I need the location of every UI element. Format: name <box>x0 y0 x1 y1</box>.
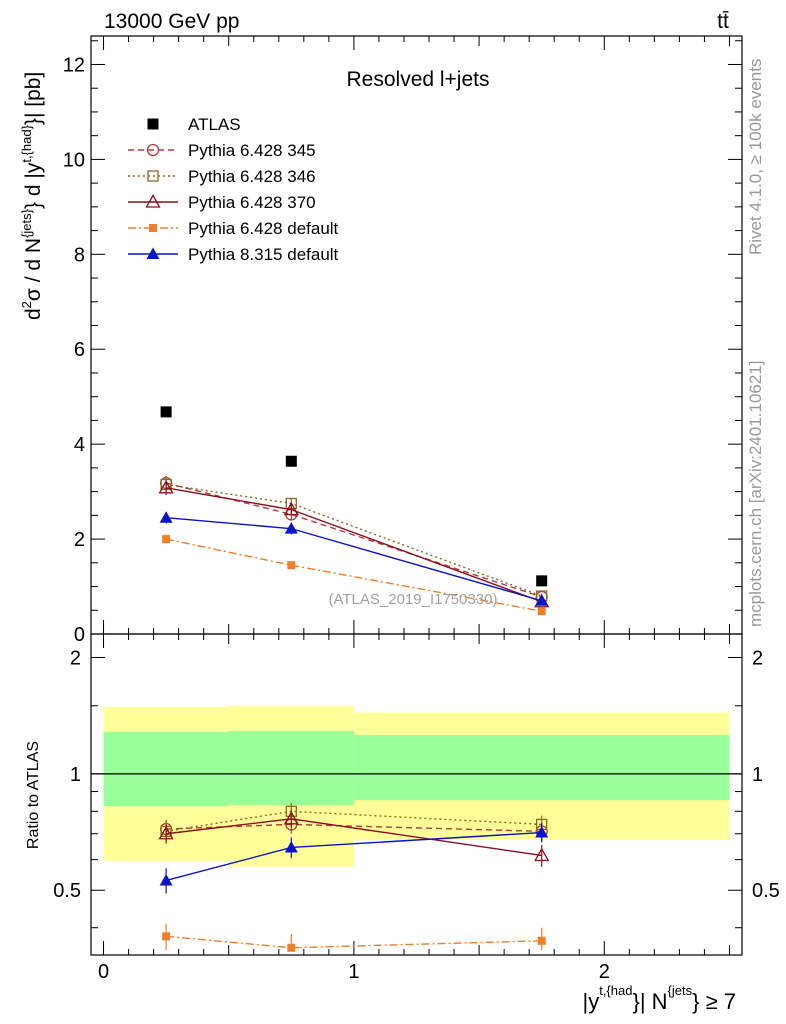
ylabel-part-sup-had: t,{had} <box>19 124 34 162</box>
data-point <box>283 501 299 516</box>
ratio-axis-ticks: 0.5 0.5 1 1 2 2 0 1 2 <box>53 634 780 983</box>
legend-label: Pythia 8.315 default <box>188 245 339 264</box>
series-pythia-6-428-370 <box>158 480 550 608</box>
ratio-data-point <box>283 811 299 825</box>
rivet-side-label: Rivet 4.1.0, ≥ 100k events <box>746 59 765 255</box>
main-axis-ticks: 0 2 4 6 8 10 12 <box>63 36 742 646</box>
legend-entry: Pythia 6.428 346 <box>128 167 316 186</box>
data-point <box>285 455 297 467</box>
xlabel-part-tail: } ≥ 7 <box>692 989 736 1014</box>
data-point <box>158 480 174 494</box>
legend-marker <box>146 247 160 259</box>
ratio-data-point <box>535 826 549 838</box>
main-ytick-label: 10 <box>63 149 85 171</box>
ratio-plot-marks <box>158 803 550 952</box>
ratio-ytick-label-right: 2 <box>752 647 763 669</box>
x-axis-label: |yt,{had}| N{jets} ≥ 7 <box>582 983 736 1014</box>
data-point <box>535 594 549 606</box>
xlabel-part-sup-had: t,{had <box>599 983 632 998</box>
ratio-series-line <box>166 935 542 949</box>
legend-marker <box>147 118 159 130</box>
ylabel-part-sup-jets: {jets} <box>19 208 34 238</box>
ratio-band-green <box>103 731 229 807</box>
series-line <box>166 483 542 597</box>
ratio-ytick-label: 0.5 <box>53 880 81 902</box>
legend-marker <box>149 224 157 232</box>
main-ytick-label: 2 <box>74 529 85 551</box>
main-ytick-label: 8 <box>74 244 85 266</box>
ratio-data-point <box>284 840 298 853</box>
xlabel-part-pre: |y <box>582 989 599 1014</box>
ratio-data-point <box>287 943 296 952</box>
energy-label: 13000 GeV pp <box>104 10 239 33</box>
main-ytick-label: 12 <box>63 54 85 76</box>
ratio-panel-frame <box>90 633 743 956</box>
ylabel-part-mid: } d |y <box>22 162 45 209</box>
ratio-data-point <box>537 936 546 945</box>
xlabel-part-mid: }| N <box>632 989 667 1014</box>
xlabel-part-sup-jets: {jets <box>668 983 693 998</box>
series-atlas <box>160 406 548 587</box>
mcplots-side-label: mcplots.cern.ch [arXiv:2401.10621] <box>746 361 765 627</box>
series-pythia-6-428-345 <box>159 475 548 604</box>
ratio-ytick-label: 2 <box>70 647 81 669</box>
data-point <box>159 511 173 523</box>
analysis-watermark: (ATLAS_2019_I1750330) <box>328 591 497 608</box>
legend: ATLAS Pythia 6.428 345 Pythia 6.428 346 Pyt… <box>128 115 339 264</box>
legend-label: Pythia 6.428 345 <box>188 141 316 160</box>
ylabel-part-sigma: σ / d N <box>22 238 45 301</box>
ratio-series-pythia-8-315-default <box>159 823 549 894</box>
main-ytick-label: 0 <box>74 624 85 646</box>
legend-label: Pythia 6.428 default <box>188 219 339 238</box>
ratio-band-green <box>353 735 730 801</box>
ratio-xtick-label: 2 <box>599 961 610 983</box>
main-plot-marks <box>158 406 550 616</box>
legend-marker <box>145 194 161 208</box>
ratio-data-point <box>162 932 171 941</box>
data-point <box>537 607 546 616</box>
legend-label: Pythia 6.428 346 <box>188 167 316 186</box>
main-ytick-label: 6 <box>74 339 85 361</box>
ratio-ytick-label-right: 1 <box>752 764 763 786</box>
data-point <box>284 522 298 534</box>
data-point <box>160 406 172 418</box>
legend-label: ATLAS <box>188 115 241 134</box>
ratio-ytick-label: 1 <box>70 764 81 786</box>
legend-marker <box>146 143 160 157</box>
legend-entry: ATLAS <box>147 115 241 134</box>
ratio-data-point <box>534 847 550 862</box>
series-line <box>166 517 542 602</box>
legend-entry: Pythia 6.428 345 <box>128 141 316 160</box>
ratio-ytick-label-right: 0.5 <box>752 880 780 902</box>
legend-marker <box>147 170 159 182</box>
data-point <box>536 575 548 587</box>
ratio-y-axis-label: Ratio to ATLAS <box>25 741 42 849</box>
ylabel-part-base: d <box>22 308 45 320</box>
data-point <box>162 535 171 544</box>
data-point <box>287 561 296 570</box>
series-pythia-8-315-default <box>159 511 549 606</box>
ratio-xtick-label: 1 <box>348 961 359 983</box>
main-y-axis-label: d2σ / d N{jets}} d |yt,{had}}| [pb] <box>19 72 45 320</box>
ratio-xtick-label: 0 <box>98 961 109 983</box>
ylabel-part-sup2: 2 <box>19 301 34 308</box>
main-ytick-label: 4 <box>74 434 85 456</box>
ylabel-part-tail: }| [pb] <box>22 72 45 125</box>
ratio-data-point <box>158 825 174 840</box>
legend-entry: Pythia 6.428 default <box>128 219 339 238</box>
main-chart-title: Resolved l+jets <box>347 68 490 91</box>
series-pythia-6-428-default <box>162 534 546 616</box>
legend-entry: Pythia 6.428 370 <box>128 193 316 212</box>
legend-entry: Pythia 8.315 default <box>128 245 339 264</box>
ratio-uncertainty-bands <box>91 705 742 867</box>
legend-label: Pythia 6.428 370 <box>188 193 316 212</box>
ratio-band-green <box>228 731 354 806</box>
ratio-series-pythia-6-428-default <box>162 923 546 952</box>
process-label: tt̄ <box>717 10 729 33</box>
ratio-data-point <box>159 873 173 886</box>
series-line <box>165 482 542 598</box>
ratio-series-pythia-6-428-370 <box>158 810 550 867</box>
